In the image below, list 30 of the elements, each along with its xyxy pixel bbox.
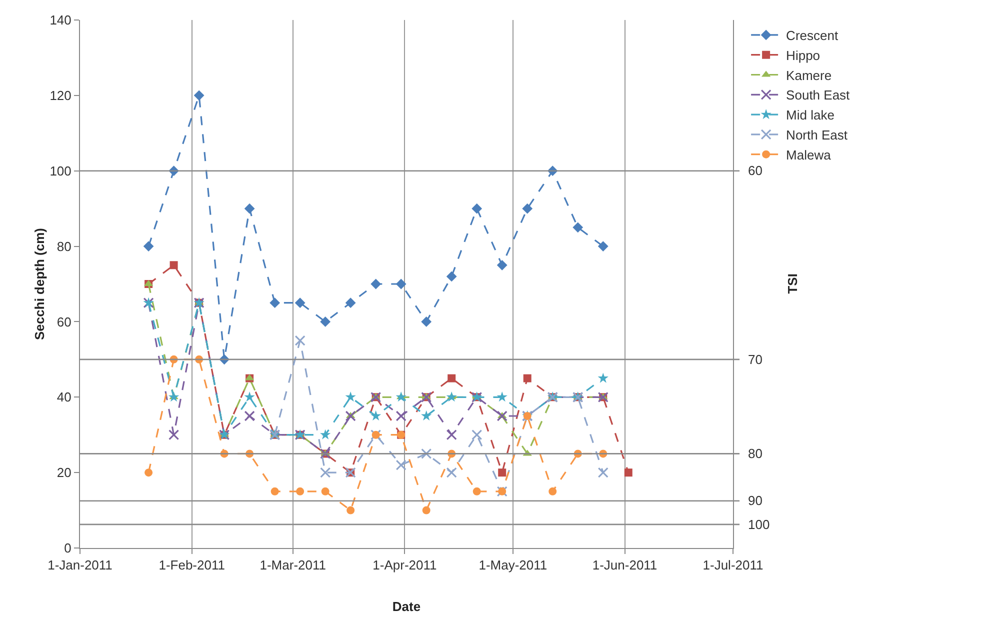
text: 60 [748, 163, 762, 178]
x-tick-label: 1-Mar-2011 [260, 558, 326, 573]
x-axis-title: Date [392, 599, 421, 614]
text: 70 [748, 352, 762, 367]
y2-axis-title: TSI [784, 274, 800, 294]
legend-label: South East [786, 88, 850, 103]
y-tick-label: 140 [50, 12, 72, 28]
y-tick-label: 80 [56, 238, 72, 254]
legend-label: Hippo [786, 48, 820, 63]
y-tick-label: 20 [56, 465, 72, 480]
y-tick-label: 0 [64, 540, 72, 556]
y-axis-title: Secchi depth (cm) [32, 228, 47, 340]
x-tick-label: 1-Jul-2011 [702, 558, 764, 573]
legend-label: North East [786, 128, 848, 143]
x-tick-label: 1-Jan-2011 [48, 558, 112, 573]
text: 90 [748, 493, 762, 508]
text: 80 [748, 446, 762, 461]
legend-label: Crescent [786, 28, 838, 44]
y-tick-label: 40 [56, 390, 72, 405]
text: 100 [748, 517, 770, 532]
legend-label: Malewa [786, 147, 832, 162]
legend-label: Mid lake [786, 108, 834, 123]
y-tick-label: 100 [50, 163, 72, 178]
x-tick-label: 1-Jun-2011 [592, 558, 658, 573]
y-tick-label: 120 [50, 88, 72, 103]
x-tick-label: 1-Apr-2011 [372, 558, 437, 573]
x-tick-label: 1-Feb-2011 [158, 558, 225, 573]
x-tick-label: 1-May-2011 [478, 558, 548, 573]
y-tick-label: 60 [56, 314, 72, 330]
legend-label: Kamere [786, 68, 832, 83]
